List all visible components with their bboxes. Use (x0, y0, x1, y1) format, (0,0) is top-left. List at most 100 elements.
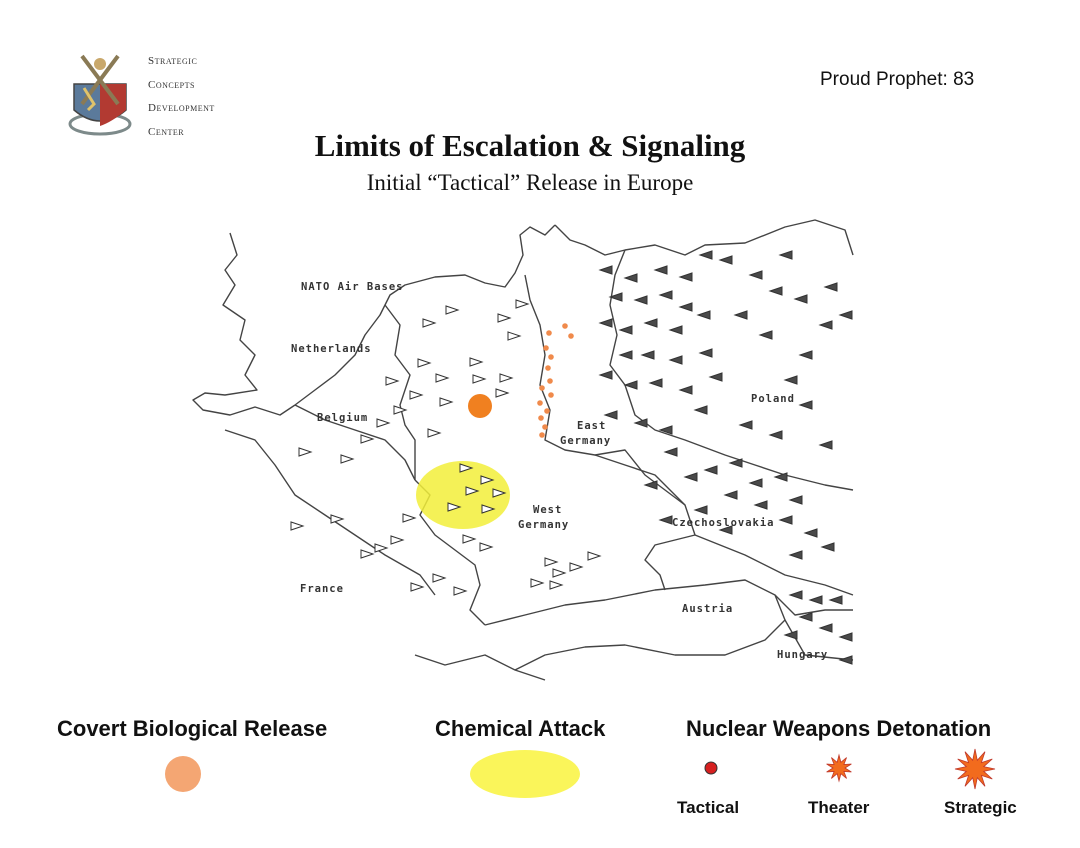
nato-unit-symbol (410, 582, 425, 592)
pact-unit-symbol (623, 380, 638, 390)
tactical-detonation-dot (539, 385, 545, 391)
label-poland: Poland (751, 393, 795, 405)
nato-unit-symbol (480, 475, 495, 485)
pact-unit-symbol (820, 542, 835, 552)
pact-unit-symbol (678, 385, 693, 395)
pact-unit-symbol (788, 590, 803, 600)
pact-unit-symbol (798, 350, 813, 360)
nato-unit-symbol (469, 357, 484, 367)
border-belgium (294, 404, 416, 481)
nato-unit-symbol (459, 463, 474, 473)
pact-unit-symbol (658, 425, 673, 435)
small-burst-icon (826, 753, 852, 783)
pact-unit-symbol (838, 655, 853, 665)
pact-unit-symbol (748, 478, 763, 488)
pact-unit-symbol (818, 440, 833, 450)
nato-unit-symbol (298, 447, 313, 457)
nato-unit-symbol (374, 543, 389, 553)
pact-unit-symbol (838, 310, 853, 320)
label-netherlands: Netherlands (291, 343, 372, 355)
pact-unit-symbol (623, 273, 638, 283)
nato-unit-symbol (507, 331, 522, 341)
tactical-detonation-dot (543, 345, 549, 351)
org-line-1: Strategic (148, 55, 198, 67)
pact-unit-symbol (783, 630, 798, 640)
nato-unit-symbols (290, 299, 602, 596)
pact-unit-symbol (658, 290, 673, 300)
nato-unit-symbol (290, 521, 305, 531)
page-subtitle: Initial “Tactical” Release in Europe (366, 170, 694, 195)
border-south (414, 654, 546, 681)
slide-id: Proud Prophet: 83 (820, 69, 975, 90)
legend-chemical-label: Chemical Attack (435, 716, 606, 741)
nato-unit-symbol (492, 488, 507, 498)
nato-unit-symbol (360, 434, 375, 444)
pact-unit-symbol (723, 490, 738, 500)
map-labels: NATO Air Bases Netherlands Belgium Franc… (291, 281, 827, 661)
nato-unit-symbol (587, 551, 602, 561)
pact-unit-symbol (598, 318, 613, 328)
pact-unit-symbol (828, 595, 843, 605)
nato-unit-symbol (427, 428, 442, 438)
nato-unit-symbol (481, 504, 496, 514)
legend-tactical-label: Tactical (677, 798, 740, 817)
label-nato-air-bases: NATO Air Bases (301, 281, 404, 293)
nato-unit-symbol (530, 578, 545, 588)
label-east-germany: Germany (560, 435, 611, 447)
tactical-detonation-dot (547, 378, 553, 384)
sccdc-logo-icon (68, 54, 132, 136)
pact-unit-symbol (668, 355, 683, 365)
pact-unit-symbol (683, 472, 698, 482)
org-line-3: Development (148, 102, 215, 114)
tactical-detonation-dot (562, 323, 568, 329)
tactical-detonation-dot (537, 400, 543, 406)
pact-unit-symbol (803, 528, 818, 538)
pact-unit-symbol (778, 515, 793, 525)
pact-unit-symbol (798, 612, 813, 622)
nato-unit-symbol (549, 580, 564, 590)
tactical-detonation-dot (538, 415, 544, 421)
tactical-detonation-dot (568, 333, 574, 339)
nato-unit-symbol (445, 305, 460, 315)
border-austria (484, 579, 786, 671)
nato-unit-symbol (499, 373, 514, 383)
tactical-detonation-dot (548, 354, 554, 360)
nato-unit-symbol (435, 373, 450, 383)
org-line-2: Concepts (148, 78, 195, 91)
pact-unit-symbol (708, 372, 723, 382)
nato-unit-symbol (340, 454, 355, 464)
tactical-detonation-dot (546, 330, 552, 336)
nato-unit-symbol (432, 573, 447, 583)
pact-unit-symbol (693, 505, 708, 515)
nato-unit-symbol (447, 502, 462, 512)
pact-unit-symbol (748, 270, 763, 280)
nato-unit-symbol (439, 397, 454, 407)
pact-unit-symbol (728, 458, 743, 468)
label-west-germany: Germany (518, 519, 569, 531)
pact-unit-symbol (698, 348, 713, 358)
nato-unit-symbol (330, 514, 345, 524)
pact-unit-symbol (618, 325, 633, 335)
nato-unit-symbol (390, 535, 405, 545)
pact-unit-symbol (598, 265, 613, 275)
chemical-swatch-icon (470, 750, 580, 798)
pact-unit-symbol (643, 480, 658, 490)
label-east: East (577, 420, 606, 432)
pact-unit-symbol (618, 350, 633, 360)
biological-release-marker (468, 394, 492, 418)
legend-strategic-label: Strategic (944, 798, 1017, 817)
pact-unit-symbol (738, 420, 753, 430)
pact-unit-symbol (718, 255, 733, 265)
label-france: France (300, 583, 344, 595)
continental-coastline (294, 224, 556, 406)
pact-unit-symbol (758, 330, 773, 340)
pact-unit-symbol (640, 350, 655, 360)
org-name: Strategic Concepts Development Center (148, 50, 215, 144)
nato-unit-symbol (393, 405, 408, 415)
pact-unit-symbol (643, 318, 658, 328)
pact-unit-symbol (798, 400, 813, 410)
label-belgium: Belgium (317, 412, 368, 424)
biological-swatch-icon (165, 756, 201, 792)
pact-unit-symbol (633, 418, 648, 428)
org-line-4: Center (148, 125, 185, 138)
